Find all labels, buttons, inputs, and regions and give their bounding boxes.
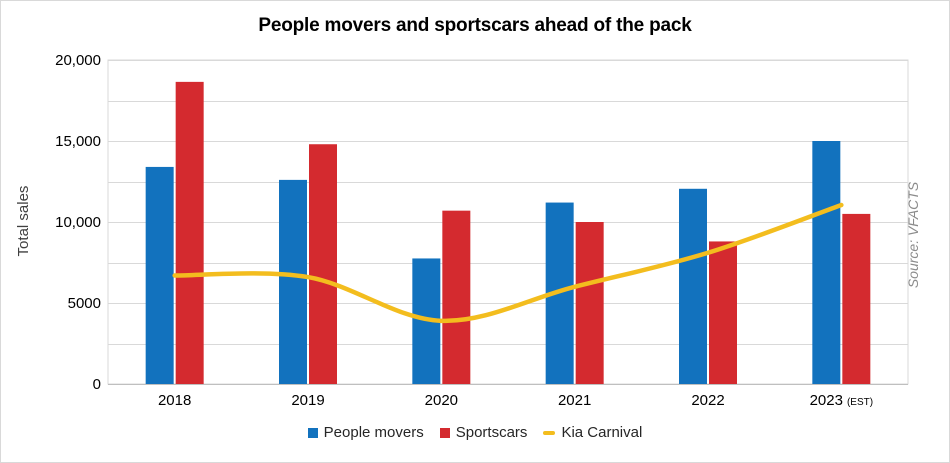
y-tick-label: 15,000: [55, 133, 101, 150]
bar-sportscars: [709, 241, 737, 384]
legend-label: Sportscars: [455, 424, 528, 441]
legend-item: People movers: [307, 424, 424, 441]
source-note: Source: VFACTS: [905, 181, 921, 289]
legend-item: Kia Carnival: [543, 424, 642, 441]
legend: People movers Sportscars Kia Carnival: [0, 424, 950, 441]
y-tick-label: 20,000: [55, 52, 101, 69]
legend-label: People movers: [323, 424, 424, 441]
y-tick-label: 10,000: [55, 214, 101, 231]
legend-swatch: [307, 427, 318, 438]
legend-item: Sportscars: [439, 424, 528, 441]
x-tick-label: 2022: [691, 392, 724, 409]
bar-sportscars: [309, 144, 337, 384]
y-axis-label: Total sales: [15, 186, 32, 257]
bar-sportscars: [442, 210, 471, 384]
y-tick-label: 0: [93, 376, 101, 393]
bar-sportscars: [175, 81, 204, 385]
legend-label: Kia Carnival: [561, 424, 643, 441]
bar-people-movers: [679, 188, 707, 384]
x-tick-label: 2021: [558, 392, 591, 409]
chart-title: People movers and sportscars ahead of th…: [258, 15, 692, 36]
bar-people-movers: [145, 166, 174, 384]
bar-sportscars: [575, 222, 604, 384]
x-tick-label: 2020: [425, 392, 458, 409]
x-tick-label: 2023 (EST): [810, 392, 873, 409]
x-tick-label: 2018: [158, 392, 191, 409]
bar-people-movers: [812, 141, 841, 384]
x-tick-label: 2019: [291, 392, 324, 409]
line-kia-carnival: [172, 202, 844, 324]
legend-swatch: [439, 427, 450, 438]
bar-people-movers: [279, 179, 307, 384]
legend-swatch: [543, 430, 556, 435]
bar-sportscars: [842, 213, 871, 384]
y-tick-label: 5000: [68, 295, 101, 312]
